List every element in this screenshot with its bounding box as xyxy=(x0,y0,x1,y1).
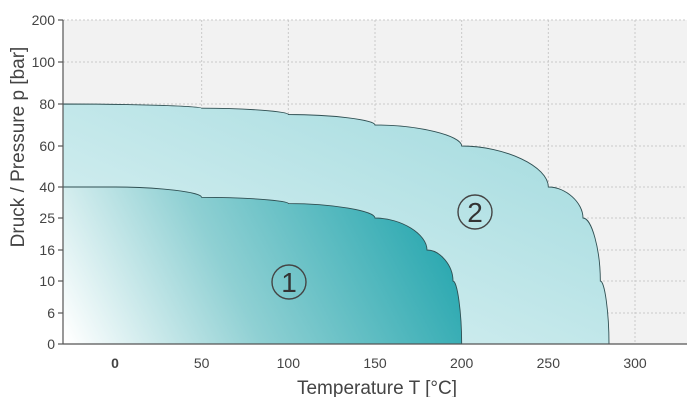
region-1-marker xyxy=(271,264,307,300)
x-tick-label: 100 xyxy=(277,355,301,371)
region-labels: 1 2 xyxy=(271,194,493,300)
y-tick-label: 10 xyxy=(39,273,55,289)
y-tick-label: 16 xyxy=(39,242,55,258)
y-tick-label: 60 xyxy=(39,138,55,154)
x-tick-label: 150 xyxy=(363,355,387,371)
region-2-marker xyxy=(457,194,493,230)
region-2-label: 2 xyxy=(467,197,483,228)
region-1-label: 1 xyxy=(281,267,297,298)
x-tick-label: 0 xyxy=(111,355,119,371)
x-tick-label: 50 xyxy=(194,355,210,371)
y-tick-label: 0 xyxy=(47,336,55,352)
region-1-area xyxy=(62,186,463,345)
y-tick-label: 80 xyxy=(39,96,55,112)
y-tick-label: 40 xyxy=(39,179,55,195)
x-axis-label: Temperature T [°C] xyxy=(297,378,457,397)
y-tick-labels: 0 6 10 16 25 40 60 80 100 200 xyxy=(32,12,56,352)
y-tick-label: 200 xyxy=(32,12,56,28)
x-tick-label: 250 xyxy=(537,355,561,371)
y-tick-label: 100 xyxy=(32,54,56,70)
y-tick-label: 6 xyxy=(47,305,55,321)
y-tick-label: 25 xyxy=(39,210,55,226)
y-axis-label: Druck / Pressure p [bar] xyxy=(8,47,29,248)
x-tick-labels: 0 50 100 150 200 250 300 xyxy=(111,355,647,371)
x-tick-label: 300 xyxy=(623,355,647,371)
axes xyxy=(58,19,687,345)
x-tick-label: 200 xyxy=(450,355,474,371)
